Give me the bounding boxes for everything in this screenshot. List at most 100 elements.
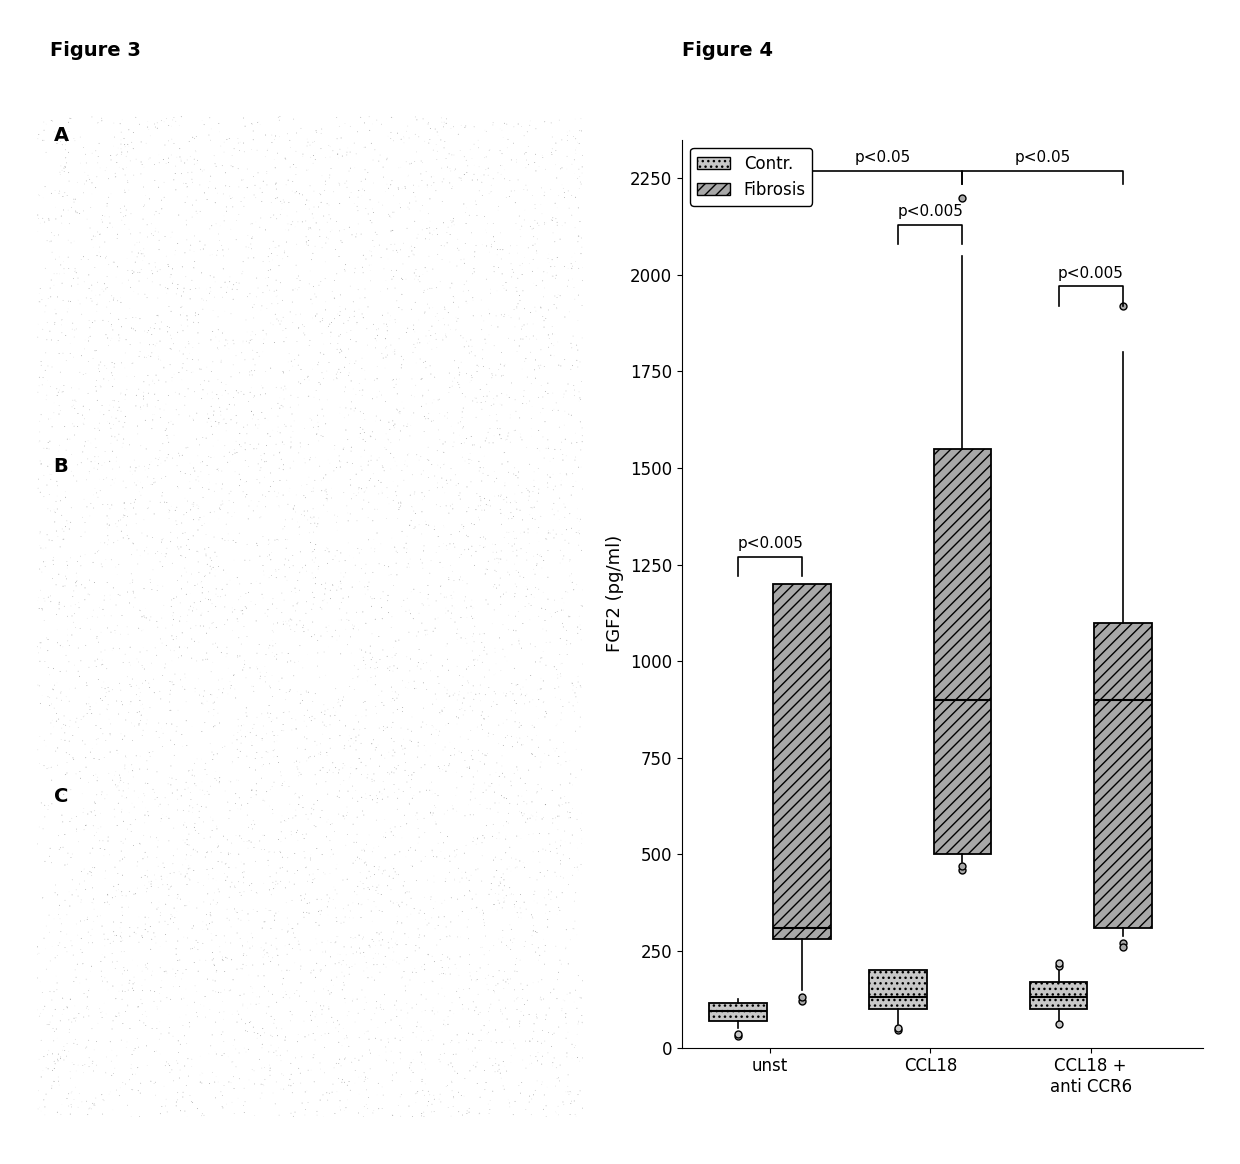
Point bbox=[409, 311, 429, 329]
Point bbox=[32, 290, 52, 308]
Point bbox=[172, 370, 192, 389]
Point bbox=[486, 562, 506, 581]
Point bbox=[254, 945, 274, 964]
Point bbox=[129, 716, 149, 734]
Point bbox=[350, 927, 370, 945]
Point bbox=[31, 1102, 51, 1121]
Point bbox=[55, 157, 74, 176]
Point bbox=[174, 816, 193, 835]
Point bbox=[538, 300, 558, 319]
Point bbox=[165, 908, 185, 927]
Point bbox=[321, 489, 341, 508]
Point bbox=[438, 1098, 458, 1116]
Point bbox=[398, 166, 418, 185]
Point bbox=[215, 436, 234, 455]
Point bbox=[339, 340, 358, 359]
Point bbox=[193, 876, 213, 895]
Point bbox=[140, 611, 160, 630]
Point bbox=[536, 530, 556, 548]
Point bbox=[503, 118, 523, 136]
Point bbox=[429, 965, 449, 984]
Point bbox=[67, 568, 87, 587]
Point bbox=[497, 652, 517, 670]
Point bbox=[149, 899, 169, 917]
Point bbox=[342, 577, 362, 596]
Point bbox=[270, 842, 290, 860]
Point bbox=[87, 296, 107, 314]
Point bbox=[311, 125, 331, 143]
Point bbox=[88, 419, 108, 438]
Point bbox=[560, 765, 580, 783]
Point bbox=[368, 320, 388, 339]
Point bbox=[384, 758, 404, 776]
Point bbox=[197, 291, 217, 310]
Point bbox=[315, 482, 335, 501]
Point bbox=[31, 455, 51, 474]
Point bbox=[272, 669, 291, 688]
Point bbox=[415, 229, 435, 248]
Point bbox=[32, 132, 52, 150]
Point bbox=[229, 845, 249, 864]
Point bbox=[357, 856, 377, 874]
Point bbox=[542, 499, 562, 518]
Point bbox=[329, 1022, 348, 1041]
Point bbox=[451, 767, 471, 786]
Point bbox=[365, 865, 384, 883]
Point bbox=[48, 383, 68, 402]
Point bbox=[403, 244, 423, 263]
Point bbox=[387, 566, 407, 584]
Point bbox=[149, 349, 169, 368]
Point bbox=[294, 487, 314, 505]
Point bbox=[310, 960, 330, 979]
Point bbox=[255, 1070, 275, 1088]
Point bbox=[154, 530, 174, 548]
Point bbox=[91, 705, 110, 724]
Point bbox=[285, 1049, 305, 1067]
Point bbox=[117, 1032, 136, 1051]
Point bbox=[41, 184, 61, 203]
Point bbox=[558, 182, 578, 200]
Point bbox=[361, 867, 381, 886]
Point bbox=[355, 137, 374, 156]
Point bbox=[175, 1057, 195, 1076]
Point bbox=[78, 332, 98, 350]
Point bbox=[569, 260, 589, 278]
Point bbox=[413, 554, 433, 573]
Point bbox=[83, 889, 103, 908]
Point bbox=[123, 570, 143, 589]
Point bbox=[250, 446, 270, 464]
Point bbox=[516, 1031, 536, 1050]
Point bbox=[91, 482, 110, 501]
Point bbox=[308, 305, 327, 324]
Point bbox=[232, 796, 252, 815]
Point bbox=[358, 581, 378, 599]
Point bbox=[82, 1100, 102, 1119]
Point bbox=[177, 491, 197, 510]
Point bbox=[118, 142, 138, 161]
Point bbox=[330, 775, 350, 794]
Point bbox=[192, 722, 212, 740]
Point bbox=[399, 248, 419, 267]
Point bbox=[383, 268, 403, 286]
Point bbox=[233, 873, 253, 892]
Point bbox=[565, 450, 585, 469]
Point bbox=[361, 644, 381, 662]
Point bbox=[159, 446, 179, 464]
Point bbox=[319, 638, 339, 656]
Point bbox=[368, 875, 388, 894]
Point bbox=[110, 204, 130, 222]
Point bbox=[506, 528, 526, 547]
Point bbox=[175, 338, 195, 356]
Point bbox=[160, 1056, 180, 1074]
Point bbox=[542, 267, 562, 285]
Point bbox=[420, 781, 440, 800]
Point bbox=[159, 774, 179, 793]
Point bbox=[309, 558, 329, 576]
Point bbox=[131, 244, 151, 263]
Point bbox=[548, 669, 568, 688]
Point bbox=[500, 171, 520, 190]
Point bbox=[159, 1055, 179, 1073]
Point bbox=[279, 702, 299, 721]
Point bbox=[526, 350, 546, 369]
Point bbox=[185, 977, 205, 995]
